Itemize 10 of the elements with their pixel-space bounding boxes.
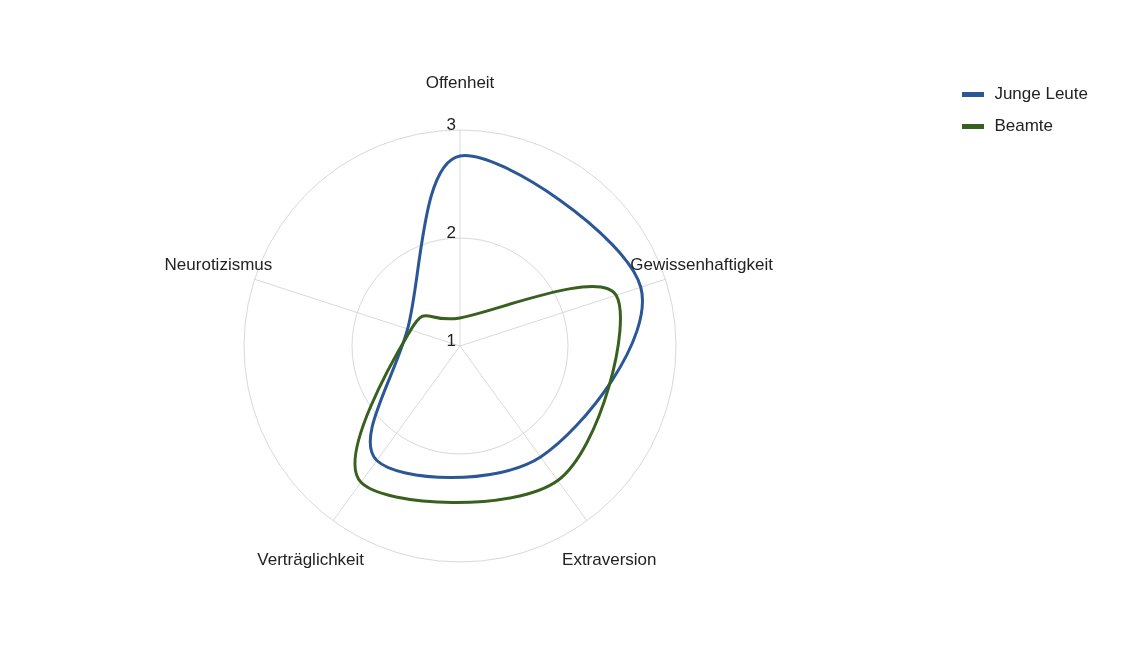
spoke-label: Neurotizismus — [164, 254, 273, 274]
spoke-label: Offenheit — [425, 72, 495, 92]
y-tick-label: 3 — [446, 115, 456, 134]
y-tick-label: 1 — [446, 331, 456, 350]
spoke-label: Verträglichkeit — [257, 550, 365, 570]
y-tick-label: 2 — [446, 223, 456, 242]
spoke-label: Extraversion — [562, 550, 657, 570]
spoke-label: Gewissenhaftigkeit — [630, 254, 774, 274]
legend-label: Beamte — [994, 115, 1053, 137]
legend-label: Junge Leute — [994, 83, 1088, 105]
